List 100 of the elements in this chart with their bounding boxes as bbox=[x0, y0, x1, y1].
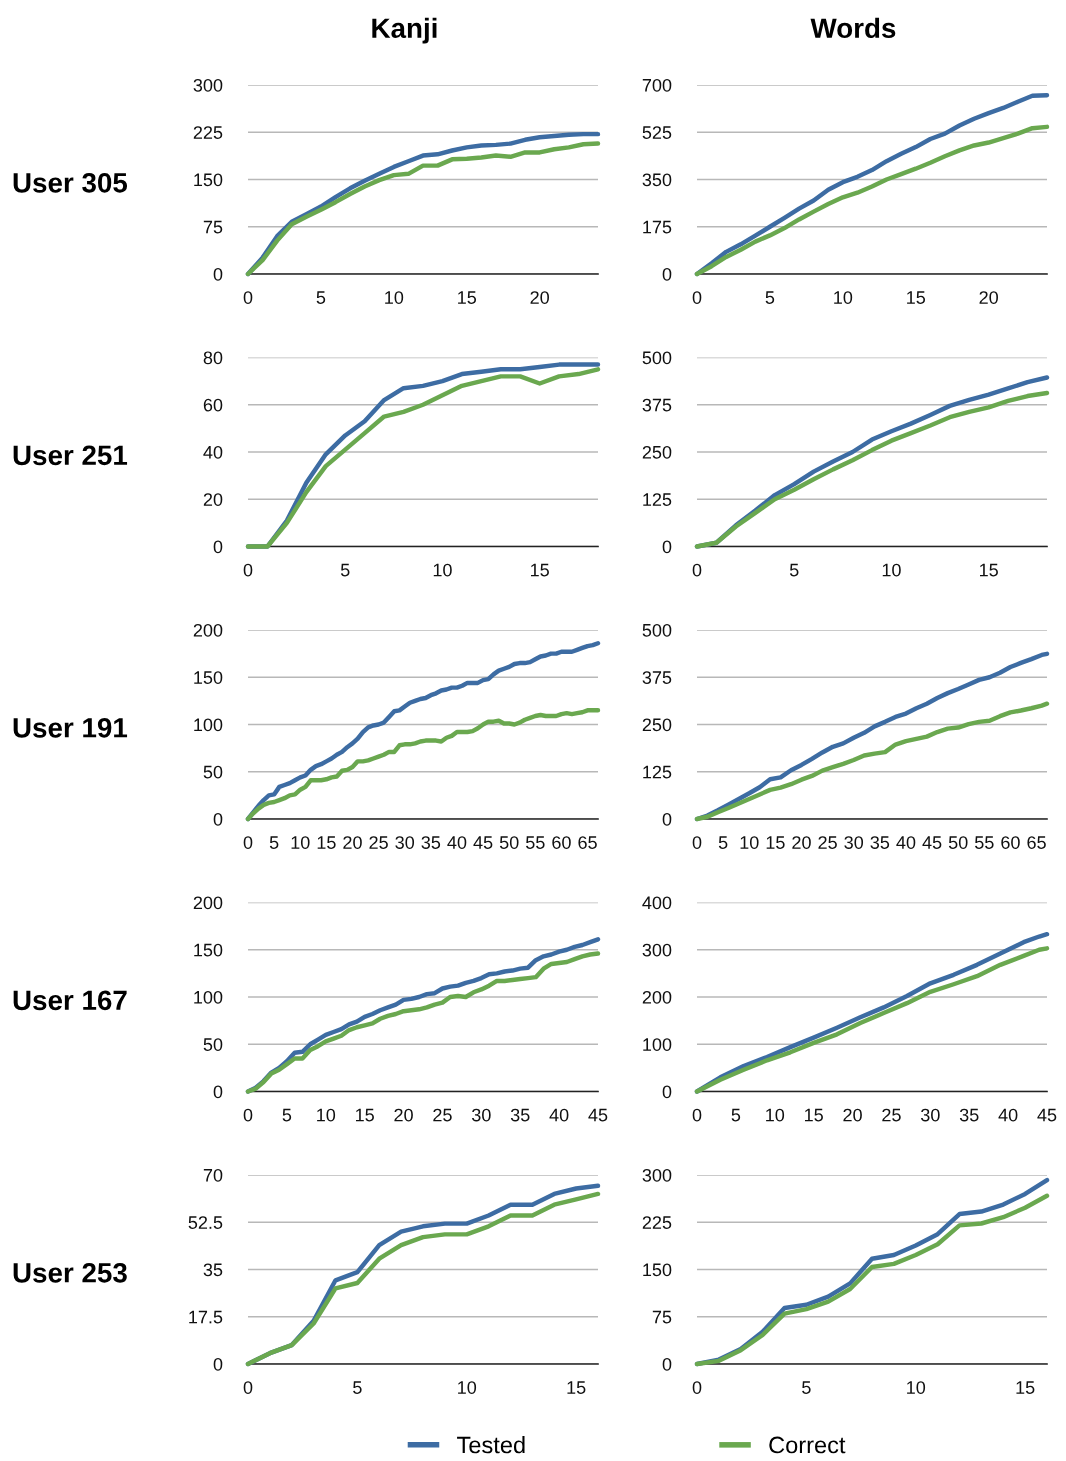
chart-title: Words bbox=[810, 17, 896, 39]
y-tick-label: 150 bbox=[194, 671, 223, 684]
y-tick-label: 175 bbox=[643, 220, 672, 234]
x-tick-label: 15 bbox=[458, 291, 477, 304]
x-tick-label: 5 bbox=[765, 291, 775, 304]
y-tick-label: 375 bbox=[642, 398, 672, 412]
x-tick-label: 30 bbox=[844, 836, 864, 849]
y-tick-label: 60 bbox=[203, 398, 223, 412]
x-tick-label: 0 bbox=[243, 1108, 253, 1122]
y-tick-label: 500 bbox=[642, 351, 672, 365]
x-tick-label: 20 bbox=[792, 836, 811, 849]
x-tick-label: 15 bbox=[531, 563, 549, 577]
y-tick-label: 300 bbox=[642, 943, 672, 957]
x-tick-label: 0 bbox=[243, 1381, 253, 1394]
x-tick-label: 35 bbox=[870, 836, 890, 849]
y-axis-title: User 305 bbox=[13, 172, 128, 193]
x-tick-label: 45 bbox=[588, 1108, 608, 1122]
y-tick-label: 20 bbox=[203, 493, 223, 506]
y-tick-label: 700 bbox=[642, 78, 672, 92]
x-tick-label: 0 bbox=[243, 563, 253, 577]
y-axis-title: User 251 bbox=[13, 445, 128, 466]
y-axis-title: User 253 bbox=[13, 1262, 127, 1283]
y-tick-label: 0 bbox=[213, 267, 223, 281]
y-tick-label: 300 bbox=[193, 78, 223, 92]
x-tick-label: 25 bbox=[818, 836, 837, 849]
x-tick-label: 5 bbox=[282, 1108, 292, 1122]
x-tick-label: 40 bbox=[447, 836, 467, 849]
x-tick-label: 20 bbox=[343, 836, 362, 849]
legend-label: Tested bbox=[457, 1435, 525, 1454]
y-tick-label: 250 bbox=[642, 445, 672, 459]
x-tick-label: 45 bbox=[922, 836, 942, 849]
line-series bbox=[694, 124, 1050, 277]
y-tick-label: 150 bbox=[194, 943, 223, 957]
x-tick-label: 20 bbox=[979, 291, 998, 304]
x-tick-label: 10 bbox=[433, 563, 452, 577]
y-tick-label: 35 bbox=[203, 1263, 223, 1277]
y-tick-label: 0 bbox=[662, 812, 672, 826]
x-tick-label: 30 bbox=[471, 1108, 491, 1122]
x-tick-label: 15 bbox=[567, 1381, 586, 1394]
x-tick-label: 20 bbox=[843, 1108, 862, 1122]
x-tick-label: 45 bbox=[1037, 1108, 1057, 1122]
y-tick-label: 0 bbox=[662, 1085, 672, 1099]
x-tick-label: 25 bbox=[433, 1108, 452, 1122]
x-tick-label: 65 bbox=[578, 836, 597, 849]
y-tick-label: 0 bbox=[213, 540, 223, 554]
x-tick-label: 10 bbox=[385, 291, 404, 304]
y-tick-label: 0 bbox=[213, 812, 223, 826]
x-tick-label: 10 bbox=[740, 836, 759, 849]
x-tick-label: 15 bbox=[980, 563, 998, 577]
x-tick-label: 0 bbox=[692, 1108, 702, 1122]
x-tick-label: 35 bbox=[959, 1108, 979, 1122]
x-tick-label: 45 bbox=[473, 836, 493, 849]
y-tick-label: 75 bbox=[652, 1310, 672, 1324]
x-tick-label: 0 bbox=[243, 291, 253, 304]
x-tick-label: 25 bbox=[882, 1108, 901, 1122]
y-tick-label: 100 bbox=[194, 990, 223, 1004]
x-tick-label: 0 bbox=[692, 563, 702, 577]
x-tick-label: 0 bbox=[692, 836, 702, 849]
x-tick-label: 5 bbox=[269, 836, 279, 849]
y-tick-label: 150 bbox=[194, 173, 223, 187]
x-tick-label: 15 bbox=[907, 291, 926, 304]
x-tick-label: 55 bbox=[526, 836, 545, 849]
y-tick-label: 350 bbox=[642, 173, 672, 187]
x-tick-label: 60 bbox=[552, 836, 571, 849]
line-series bbox=[694, 701, 1050, 822]
y-tick-label: 100 bbox=[194, 718, 223, 732]
y-axis-title: User 167 bbox=[13, 990, 127, 1011]
x-tick-label: 35 bbox=[421, 836, 441, 849]
x-tick-label: 30 bbox=[920, 1108, 940, 1122]
x-tick-label: 5 bbox=[353, 1381, 362, 1394]
y-tick-label: 525 bbox=[642, 126, 672, 139]
y-tick-label: 250 bbox=[642, 718, 672, 732]
y-tick-label: 200 bbox=[193, 623, 223, 637]
x-tick-label: 40 bbox=[549, 1108, 569, 1122]
y-tick-label: 80 bbox=[203, 351, 223, 365]
y-tick-label: 0 bbox=[213, 1357, 223, 1371]
y-tick-label: 225 bbox=[193, 126, 223, 139]
y-tick-label: 0 bbox=[662, 1357, 672, 1371]
y-tick-label: 150 bbox=[643, 1263, 672, 1277]
y-tick-label: 200 bbox=[193, 896, 223, 910]
x-tick-label: 20 bbox=[530, 291, 549, 304]
x-tick-label: 20 bbox=[394, 1108, 413, 1122]
y-tick-label: 225 bbox=[642, 1216, 672, 1229]
y-tick-label: 500 bbox=[642, 623, 672, 637]
y-tick-label: 70 bbox=[203, 1168, 223, 1182]
y-tick-label: 200 bbox=[642, 990, 672, 1004]
x-tick-label: 35 bbox=[510, 1108, 530, 1122]
x-tick-label: 5 bbox=[802, 1381, 811, 1394]
y-tick-label: 17.5 bbox=[189, 1310, 223, 1324]
y-tick-label: 125 bbox=[643, 765, 672, 779]
x-tick-label: 5 bbox=[340, 563, 350, 577]
x-tick-label: 10 bbox=[882, 563, 901, 577]
x-tick-label: 0 bbox=[243, 836, 253, 849]
x-tick-label: 60 bbox=[1001, 836, 1020, 849]
y-tick-label: 50 bbox=[203, 1038, 223, 1051]
x-tick-label: 50 bbox=[948, 836, 968, 849]
x-tick-label: 5 bbox=[718, 836, 728, 849]
x-tick-label: 50 bbox=[499, 836, 519, 849]
x-tick-label: 15 bbox=[1016, 1381, 1035, 1394]
x-tick-label: 0 bbox=[692, 291, 702, 304]
